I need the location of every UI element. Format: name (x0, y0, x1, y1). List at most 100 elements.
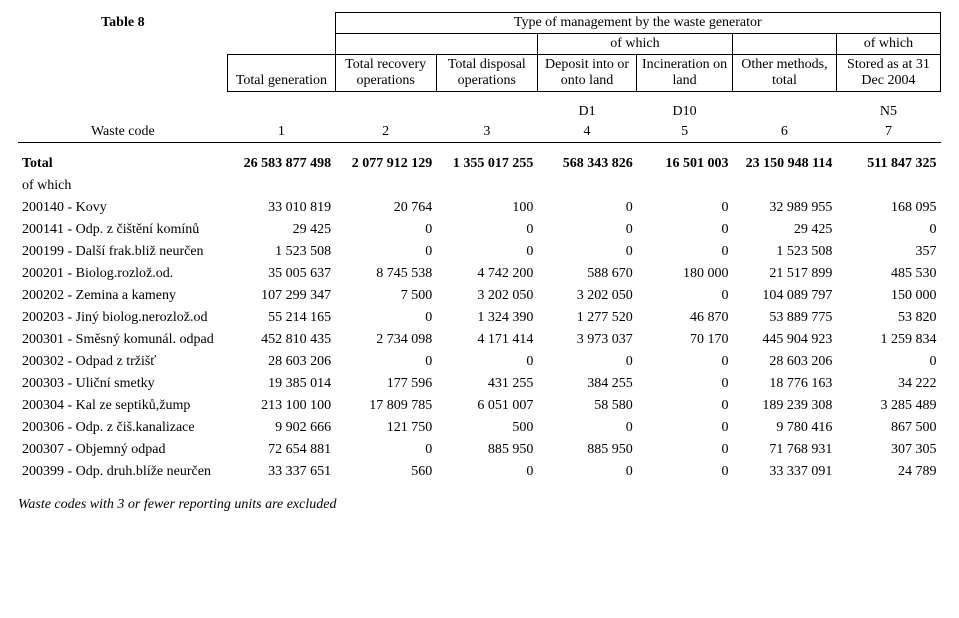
cell: 121 750 (335, 417, 436, 439)
cell: 452 810 435 (228, 329, 335, 351)
table-row: 200302 - Odpad z tržišť28 603 206000028 … (18, 351, 941, 373)
cell: 8 745 538 (335, 263, 436, 285)
waste-code-label: Waste code (18, 122, 228, 143)
cell: 29 425 (228, 219, 335, 241)
cell: 3 202 050 (537, 285, 636, 307)
cell: 20 764 (335, 197, 436, 219)
col-6: Other methods, total (732, 55, 836, 92)
cell: 177 596 (335, 373, 436, 395)
cell: 7 500 (335, 285, 436, 307)
cell: 867 500 (836, 417, 940, 439)
cell: 0 (335, 241, 436, 263)
cell: 431 255 (436, 373, 537, 395)
cell: 0 (436, 219, 537, 241)
row-label: 200203 - Jiný biolog.nerozlož.od (18, 307, 228, 329)
cell: 0 (637, 439, 733, 461)
cell: 4 742 200 (436, 263, 537, 285)
cell: 0 (637, 197, 733, 219)
colnum-2: 2 (335, 122, 436, 143)
col-3: Total disposal operations (436, 55, 537, 92)
cell: 32 989 955 (732, 197, 836, 219)
cell: 107 299 347 (228, 285, 335, 307)
table-row: 200307 - Objemný odpad72 654 8810885 950… (18, 439, 941, 461)
total-label: Total (18, 153, 228, 175)
cell: 180 000 (637, 263, 733, 285)
cell: 0 (436, 241, 537, 263)
cell: 560 (335, 461, 436, 483)
colnum-1: 1 (228, 122, 335, 143)
table-row: 200301 - Směsný komunál. odpad452 810 43… (18, 329, 941, 351)
table-row: 200304 - Kal ze septiků,žump213 100 100 1… (18, 395, 941, 417)
cell: 168 095 (836, 197, 940, 219)
cell: 0 (335, 439, 436, 461)
total-c5: 16 501 003 (637, 153, 733, 175)
cell: 500 (436, 417, 537, 439)
row-label: 200302 - Odpad z tržišť (18, 351, 228, 373)
cell: 29 425 (732, 219, 836, 241)
total-c7: 511 847 325 (836, 153, 940, 175)
col-4: Deposit into or onto land (537, 55, 636, 92)
col-2: Total recovery operations (335, 55, 436, 92)
colnum-4: 4 (537, 122, 636, 143)
cell: 100 (436, 197, 537, 219)
cell: 9 902 666 (228, 417, 335, 439)
cell: 33 337 091 (732, 461, 836, 483)
cell: 357 (836, 241, 940, 263)
cell: 0 (637, 351, 733, 373)
cell: 53 820 (836, 307, 940, 329)
cell: 4 171 414 (436, 329, 537, 351)
code-n5: N5 (836, 102, 940, 122)
cell: 0 (836, 219, 940, 241)
row-label: 200140 - Kovy (18, 197, 228, 219)
header-span: Type of management by the waste generato… (335, 13, 940, 34)
cell: 445 904 923 (732, 329, 836, 351)
cell: 104 089 797 (732, 285, 836, 307)
cell: 189 239 308 (732, 395, 836, 417)
col-5: Incineration on land (637, 55, 733, 92)
total-c4: 568 343 826 (537, 153, 636, 175)
cell: 1 277 520 (537, 307, 636, 329)
row-label: 200303 - Uliční smetky (18, 373, 228, 395)
cell: 0 (637, 461, 733, 483)
table-row: 200201 - Biolog.rozlož.od.35 005 6378 74… (18, 263, 941, 285)
cell: 70 170 (637, 329, 733, 351)
row-label: 200202 - Zemina a kameny (18, 285, 228, 307)
row-label: 200306 - Odp. z čiš.kanalizace (18, 417, 228, 439)
cell: 885 950 (537, 439, 636, 461)
cell: 485 530 (836, 263, 940, 285)
cell: 28 603 206 (228, 351, 335, 373)
cell: 0 (436, 351, 537, 373)
colnum-6: 6 (732, 122, 836, 143)
colnum-7: 7 (836, 122, 940, 143)
footnote: Waste codes with 3 or fewer reporting un… (18, 497, 941, 513)
col-7: Stored as at 31 Dec 2004 (836, 55, 940, 92)
cell: 0 (335, 307, 436, 329)
cell: 33 010 819 (228, 197, 335, 219)
cell: 384 255 (537, 373, 636, 395)
cell: 6 051 007 (436, 395, 537, 417)
cell: 213 100 100 (228, 395, 335, 417)
table-row: 200199 - Další frak.bliž neurčen1 523 50… (18, 241, 941, 263)
cell: 150 000 (836, 285, 940, 307)
cell: 0 (537, 219, 636, 241)
row-label: 200301 - Směsný komunál. odpad (18, 329, 228, 351)
cell: 1 259 834 (836, 329, 940, 351)
cell: 72 654 881 (228, 439, 335, 461)
col-1: Total generation (228, 55, 335, 92)
table-row: 200306 - Odp. z čiš.kanalizace9 902 6661… (18, 417, 941, 439)
colnum-5: 5 (637, 122, 733, 143)
of-which-1: of which (537, 34, 732, 55)
cell: 0 (637, 285, 733, 307)
colnum-3: 3 (436, 122, 537, 143)
row-label: 200304 - Kal ze septiků,žump (18, 395, 228, 417)
cell: 2 734 098 (335, 329, 436, 351)
cell: 0 (637, 241, 733, 263)
cell: 18 776 163 (732, 373, 836, 395)
cell: 35 005 637 (228, 263, 335, 285)
cell: 1 324 390 (436, 307, 537, 329)
cell: 0 (537, 417, 636, 439)
table-row: 200140 - Kovy33 010 81920 7641000032 989… (18, 197, 941, 219)
cell: 0 (537, 461, 636, 483)
cell: 19 385 014 (228, 373, 335, 395)
row-label: 200199 - Další frak.bliž neurčen (18, 241, 228, 263)
